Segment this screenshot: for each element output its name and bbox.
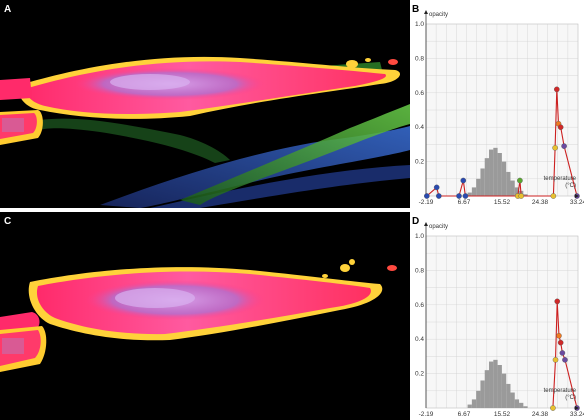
control-point[interactable] <box>554 298 561 305</box>
control-point[interactable] <box>424 193 430 199</box>
panel-letter-b: B <box>412 4 420 15</box>
histogram-bar <box>523 194 528 196</box>
panel-letter-a: A <box>4 4 12 15</box>
control-point[interactable] <box>517 177 523 184</box>
histogram-bar <box>506 171 511 196</box>
histogram-bar <box>493 147 498 196</box>
x-tick-label: 6.67 <box>458 411 471 418</box>
histogram-bar <box>501 373 507 408</box>
volume-render-c <box>0 259 397 372</box>
panel-letter-c: C <box>4 216 12 227</box>
histogram-bar <box>489 149 494 196</box>
y-tick-label: 0.4 <box>415 124 424 131</box>
x-axis-arrow <box>575 406 579 410</box>
control-point[interactable] <box>550 405 556 411</box>
control-point[interactable] <box>550 193 557 199</box>
control-point[interactable] <box>562 357 568 363</box>
x-tick-label: 33.24 <box>570 411 584 418</box>
histogram-bar <box>506 383 511 408</box>
histogram-bar <box>471 399 477 408</box>
panel-letter-d: D <box>412 216 420 227</box>
render-panel-c: C <box>0 212 410 420</box>
histogram-bar <box>489 361 494 408</box>
histogram-bar <box>484 158 490 196</box>
control-point[interactable] <box>554 86 560 93</box>
volume-render-a <box>0 56 410 208</box>
histogram-bar <box>523 406 528 408</box>
histogram-bar <box>514 187 520 196</box>
control-point[interactable] <box>460 177 467 184</box>
transfer-function-panel-b[interactable]: opacity 0.2 0.4 0.6 0.8 1.0 -2.19 6.67 15.52 24.3… <box>410 0 584 208</box>
x-tick-label: 33.24 <box>570 199 584 206</box>
render-panel-a: A <box>0 0 410 208</box>
histogram-bar <box>514 399 520 408</box>
histogram-bar <box>467 404 472 408</box>
histogram-bar <box>510 180 515 196</box>
control-point[interactable] <box>518 193 524 199</box>
x-axis-label: temperature <box>544 176 577 182</box>
histogram-bar <box>501 161 507 196</box>
y-tick-label: 0.4 <box>415 336 424 343</box>
control-point[interactable] <box>557 124 564 130</box>
control-point[interactable] <box>559 350 566 356</box>
histogram-bar <box>519 402 524 408</box>
transfer-function-chart-d[interactable]: opacity 0.2 0.4 0.6 0.8 1.0 -2.19 6.67 15.52 24.3… <box>410 212 584 420</box>
histogram-bar <box>497 365 502 408</box>
y-tick-label: 0.8 <box>415 267 424 274</box>
y-axis-arrow <box>424 10 428 14</box>
x-tick-label: 24.38 <box>532 199 549 206</box>
control-point[interactable] <box>456 193 462 199</box>
control-point[interactable] <box>433 184 440 191</box>
y-tick-label: 1.0 <box>415 233 424 240</box>
y-tick-label: 0.2 <box>415 371 424 378</box>
y-tick-label: 1.0 <box>415 21 424 28</box>
histogram-bar <box>493 359 498 408</box>
histogram-bar <box>476 178 481 196</box>
x-axis-label: temperature <box>544 388 577 394</box>
histogram-bar <box>497 153 502 196</box>
histogram-bar <box>480 168 485 196</box>
x-tick-label: 15.52 <box>494 411 511 418</box>
x-tick-label: -2.19 <box>419 199 434 206</box>
y-tick-label: 0.8 <box>415 55 424 62</box>
histogram-bar <box>467 192 472 196</box>
x-axis-arrow <box>575 194 579 198</box>
control-point[interactable] <box>436 193 442 199</box>
histogram-bar <box>471 187 477 196</box>
histogram-bar <box>480 380 485 408</box>
y-axis-label: opacity <box>429 224 448 230</box>
y-tick-label: 0.6 <box>415 90 424 97</box>
histogram-bar <box>484 370 490 408</box>
histogram-bar <box>510 392 515 408</box>
histogram-bar <box>476 390 481 408</box>
control-point[interactable] <box>557 339 564 346</box>
y-tick-label: 0.6 <box>415 302 424 309</box>
transfer-function-chart-b[interactable]: opacity 0.2 0.4 0.6 0.8 1.0 -2.19 6.67 15.52 24.3… <box>410 0 584 208</box>
x-tick-label: 15.52 <box>494 199 511 206</box>
x-tick-label: 24.38 <box>532 411 549 418</box>
x-tick-label: -2.19 <box>419 411 434 418</box>
y-axis-label: opacity <box>429 12 448 18</box>
control-point[interactable] <box>556 332 562 339</box>
x-tick-label: 6.67 <box>458 199 471 206</box>
transfer-function-panel-d[interactable]: opacity 0.2 0.4 0.6 0.8 1.0 -2.19 6.67 15.52 24.3… <box>410 212 584 420</box>
control-point[interactable] <box>552 145 558 151</box>
y-axis-arrow <box>424 222 428 226</box>
control-point[interactable] <box>552 357 559 363</box>
control-point[interactable] <box>462 193 469 199</box>
x-axis-unit: (°C) <box>565 183 576 189</box>
x-axis-unit: (°C) <box>565 395 576 401</box>
control-point[interactable] <box>561 143 567 149</box>
y-tick-label: 0.2 <box>415 159 424 166</box>
